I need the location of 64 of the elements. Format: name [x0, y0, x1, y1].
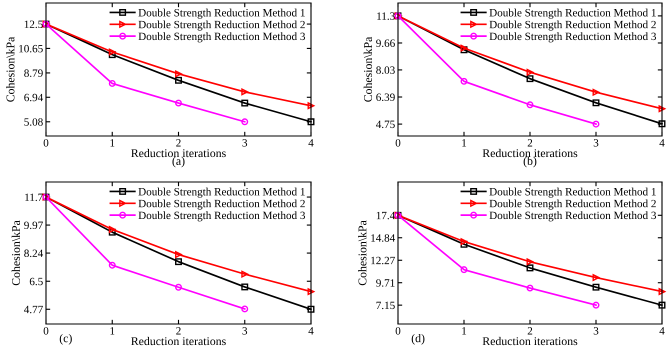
legend-label: Double Strength Reduction Method 2 — [490, 199, 656, 210]
y-tick-label: 6.94 — [24, 94, 44, 102]
x-tick-label: 1 — [110, 139, 114, 146]
y-tick-label: 4.75 — [376, 120, 395, 128]
legend-label: Double Strength Reduction Method 3 — [138, 211, 306, 222]
y-tick-label: 10.65 — [19, 44, 43, 52]
y-tick-label: 12.5 — [24, 20, 43, 28]
y-tick-label: 6.39 — [376, 94, 395, 102]
x-tick-label: 3 — [242, 327, 248, 335]
text: (a) — [172, 156, 185, 168]
y-tick-label: 12.27 — [371, 256, 395, 264]
x-tick-label: 1 — [462, 327, 466, 334]
x-tick-label: 0 — [396, 139, 400, 147]
x-tick-label: 4 — [308, 327, 314, 334]
legend-label: Double Strength Reduction Method 1 — [138, 8, 305, 19]
y-tick-label: 11.7 — [25, 194, 43, 202]
y-tick-label: 8.03 — [376, 66, 395, 74]
x-tick-label: 4 — [659, 327, 665, 334]
y-tick-label: 9.71 — [376, 279, 395, 287]
legend-label: Double Strength Reduction Method 2 — [490, 20, 656, 31]
y-tick-label: 9.66 — [376, 39, 395, 47]
y-tick-label: 4.77 — [24, 306, 43, 314]
legend-label: Double Strength Reduction Method 3 — [490, 32, 656, 42]
x-axis-title: Reduction iterations — [482, 148, 578, 158]
y-axis-title: Cohesion\kPa — [358, 220, 366, 286]
y-tick-label: 9.97 — [24, 222, 43, 230]
text: (b) — [524, 156, 536, 168]
y-tick-label: 8.24 — [24, 250, 44, 258]
x-tick-label: 4 — [659, 139, 665, 146]
x-tick-label: 1 — [110, 327, 114, 334]
legend-label: Double Strength Reduction Method 3 — [138, 32, 306, 42]
x-tick-label: 3 — [594, 327, 598, 335]
legend-label: Double Strength Reduction Method 1 — [138, 188, 305, 198]
y-tick-label: 14.84 — [371, 234, 396, 242]
x-tick-label: 2 — [176, 139, 181, 146]
x-tick-label: 1 — [462, 139, 466, 146]
text: (c) — [60, 334, 72, 345]
y-axis-title: Cohesion\kPa — [12, 220, 20, 286]
legend-label: Double Strength Reduction Method 2 — [138, 20, 305, 31]
legend-label: Double Strength Reduction Method 3 — [490, 211, 656, 222]
x-tick-label: 3 — [594, 139, 598, 147]
x-axis-title: Reduction iterations — [131, 148, 226, 158]
y-tick-label: 17.4 — [376, 212, 396, 220]
y-tick-label: 6.5 — [30, 278, 43, 286]
legend-label: Double Strength Reduction Method 2 — [138, 199, 305, 210]
x-tick-label: 3 — [242, 139, 248, 147]
x-tick-label: 2 — [528, 139, 532, 146]
y-axis-title: Cohesion\kPa — [6, 36, 14, 102]
legend-label: Double Strength Reduction Method 1 — [490, 8, 656, 19]
x-tick-label: 2 — [528, 327, 532, 334]
y-tick-label: 8.79 — [24, 69, 43, 77]
y-axis-title: Cohesion\kPa — [364, 36, 372, 102]
text: (d) — [412, 334, 424, 345]
x-tick-label: 0 — [44, 327, 48, 335]
y-tick-label: 5.08 — [24, 118, 43, 126]
x-tick-label: 4 — [308, 139, 314, 146]
x-tick-label: 0 — [396, 327, 400, 335]
x-tick-label: 0 — [44, 139, 48, 147]
x-axis-title: Reduction iterations — [482, 336, 578, 346]
y-tick-label: 11.3 — [377, 12, 395, 20]
legend-label: Double Strength Reduction Method 1 — [490, 188, 656, 198]
x-tick-label: 2 — [176, 327, 181, 334]
x-axis-title: Reduction iterations — [131, 336, 226, 346]
y-tick-label: 7.15 — [376, 302, 395, 310]
